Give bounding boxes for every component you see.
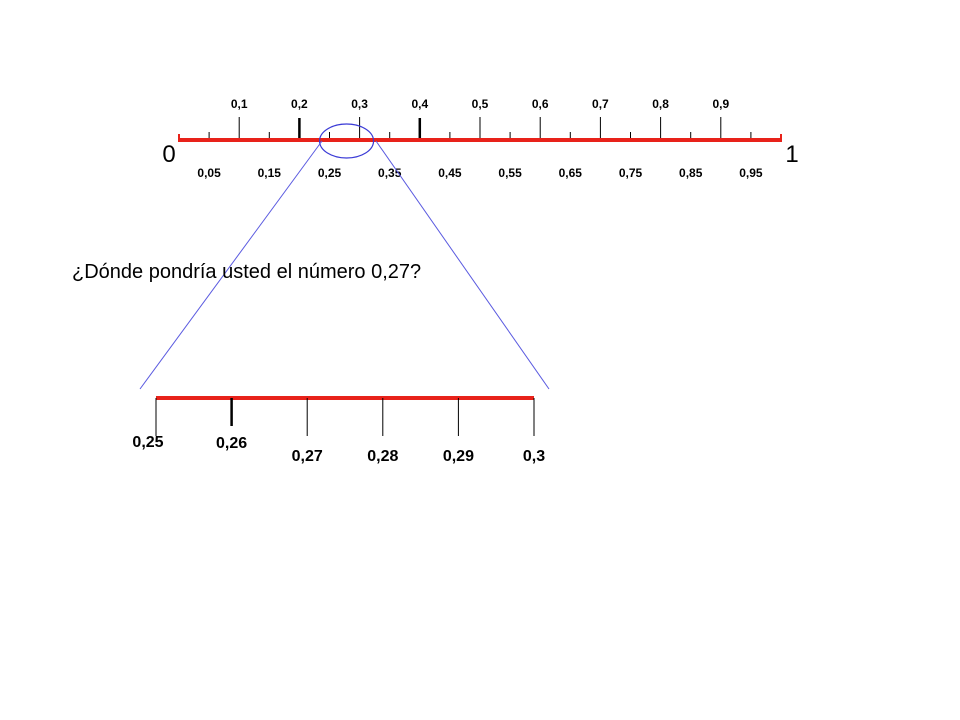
tick-label-bottom: 0,75 <box>619 166 643 180</box>
tick-label-bottom: 0,25 <box>318 166 342 180</box>
end-label: 1 <box>785 141 798 168</box>
zoom-tick-label: 0,25 <box>132 434 163 451</box>
tick-label-top: 0,5 <box>472 97 489 111</box>
tick-label-top: 0,7 <box>592 97 609 111</box>
tick-label-top: 0,8 <box>652 97 669 111</box>
tick-label-bottom: 0,55 <box>498 166 522 180</box>
tick-label-bottom: 0,85 <box>679 166 703 180</box>
tick-label-bottom: 0,95 <box>739 166 763 180</box>
zoom-tick-label: 0,26 <box>216 435 247 452</box>
tick-label-top: 0,3 <box>351 97 368 111</box>
tick-label-top: 0,9 <box>712 97 729 111</box>
tick-label-top: 0,6 <box>532 97 549 111</box>
tick-label-bottom: 0,05 <box>197 166 221 180</box>
tick-label-bottom: 0,15 <box>258 166 282 180</box>
tick-label-top: 0,1 <box>231 97 248 111</box>
tick-label-top: 0,4 <box>411 97 428 111</box>
zoom-tick-label: 0,28 <box>367 448 398 465</box>
zoomed-number-line: 0,25 0,26 0,27 0,28 0,29 0,3 <box>132 396 545 465</box>
tick-label-bottom: 0,45 <box>438 166 462 180</box>
main-number-line: 0,1 0,2 0,3 0,4 0,5 0,6 0,7 0,8 0,9 0,05 0,15 0,25 0… <box>162 97 798 180</box>
zoom-tick-label: 0,3 <box>523 448 545 465</box>
question-text: ¿Dónde pondría usted el número 0,27? <box>72 261 421 283</box>
tick-label-top: 0,2 <box>291 97 308 111</box>
zoom-tick-label: 0,29 <box>443 448 474 465</box>
zoom-indicator <box>139 123 550 390</box>
start-label: 0 <box>162 141 175 168</box>
zoom-tick-label: 0,27 <box>292 448 323 465</box>
tick-label-bottom: 0,65 <box>559 166 583 180</box>
zoom-connector-left <box>139 140 323 390</box>
zoom-circle <box>318 123 375 159</box>
zoom-connector-right <box>375 140 550 390</box>
